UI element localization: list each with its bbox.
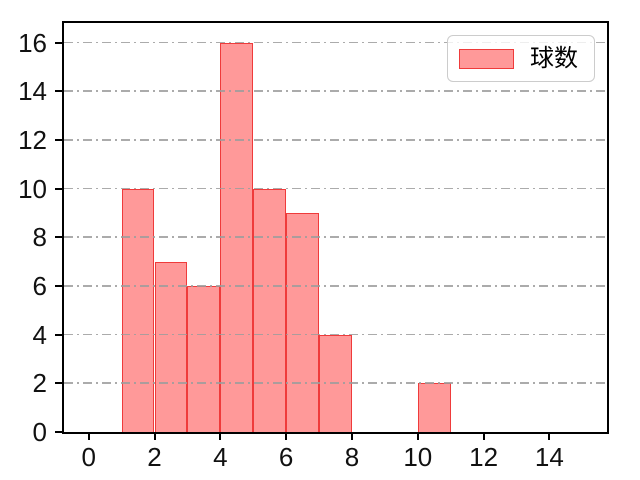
histogram-bar [286,212,319,432]
x-tick-mark [548,432,551,440]
x-tick-mark [482,432,485,440]
y-tick-mark [55,333,63,336]
x-tick-mark [219,432,222,440]
x-tick-label: 2 [147,442,162,472]
histogram-bar [154,261,188,432]
legend-label: 球数 [530,44,578,72]
x-tick-mark [351,432,353,440]
y-tick-label: 0 [32,417,47,447]
legend: 球数 [447,35,595,82]
legend-swatch [459,48,514,69]
histogram-bar [187,285,221,432]
histogram-bar [121,188,155,432]
gridline-y [64,41,607,44]
y-tick-label: 4 [32,319,47,350]
plot-area [62,21,609,434]
x-tick-label: 6 [278,442,294,472]
y-tick-mark [55,431,63,433]
y-tick-label: 8 [32,222,47,253]
y-tick-label: 10 [18,173,47,204]
gridline-y [64,90,607,92]
gridline-y [64,187,607,190]
x-tick-mark [285,432,288,440]
y-tick-label: 12 [18,124,47,155]
y-tick-label: 16 [18,27,47,58]
histogram-bar [417,383,451,432]
x-tick-label: 12 [469,442,499,472]
y-tick-mark [55,236,63,239]
gridline-y [64,236,607,238]
y-tick-label: 14 [18,76,47,107]
x-tick-label: 10 [403,442,433,472]
gridline-y [64,382,607,385]
y-tick-mark [55,90,63,93]
x-tick-mark [153,432,156,440]
gridline-y [64,284,607,287]
y-tick-mark [55,138,63,141]
x-tick-mark [416,432,419,440]
y-tick-label: 2 [32,368,47,399]
y-tick-mark [55,187,63,190]
y-tick-mark [55,382,63,385]
y-tick-label: 6 [32,270,47,301]
x-tick-label: 14 [534,442,564,472]
y-tick-mark [55,284,63,287]
gridline-y [64,333,607,336]
histogram-bar [253,188,287,432]
y-tick-mark [55,41,63,44]
x-tick-label: 8 [344,442,360,472]
x-tick-label: 4 [213,442,228,472]
gridline-y [64,138,607,141]
x-tick-label: 0 [81,442,96,472]
x-tick-mark [87,432,90,440]
